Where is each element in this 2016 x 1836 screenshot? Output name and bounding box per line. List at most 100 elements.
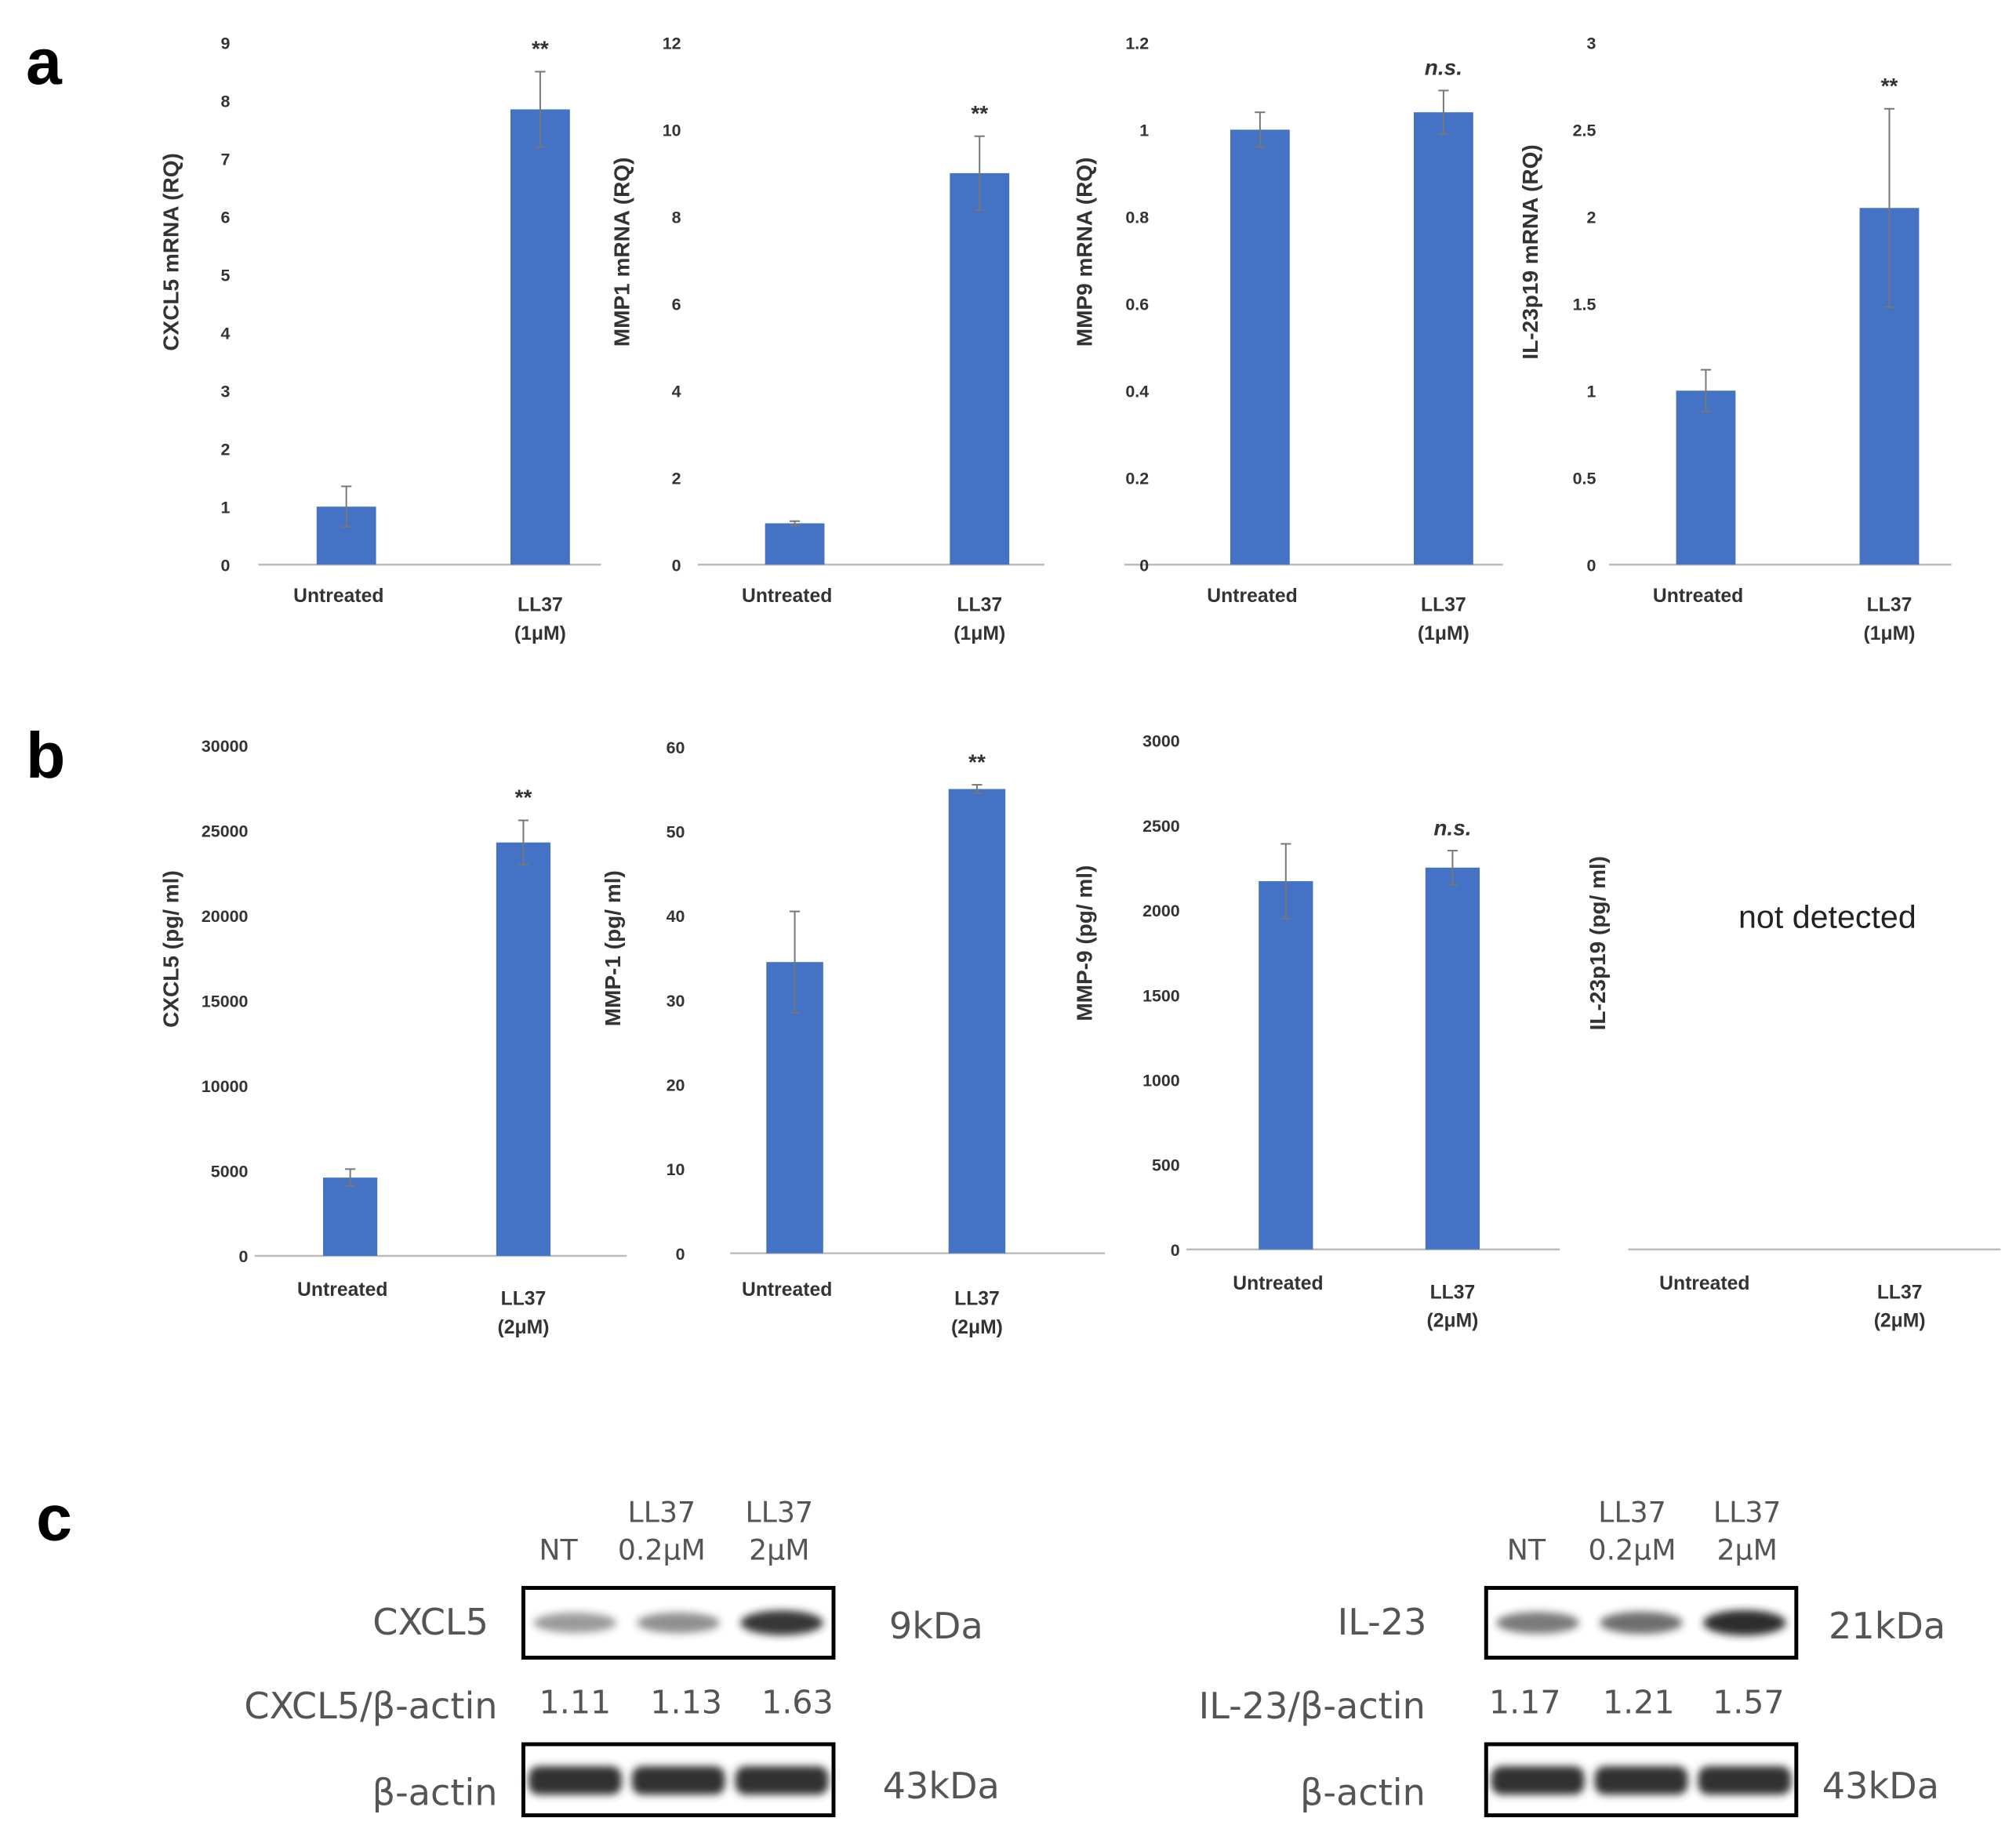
y-tick-label: 10000 xyxy=(202,1077,249,1096)
significance-label: ** xyxy=(1881,74,1898,98)
y-tick-label: 20 xyxy=(667,1076,685,1095)
control-band xyxy=(735,1765,829,1795)
significance-label: ** xyxy=(968,749,986,774)
target-label: CXCL5 xyxy=(372,1601,489,1643)
category-label: Untreated xyxy=(1653,586,1743,607)
category-label: LL37 (1μM) xyxy=(514,595,566,644)
ratio-value: 1.63 xyxy=(761,1683,834,1721)
category-label-line: (1μM) xyxy=(514,623,566,644)
bar xyxy=(765,523,825,565)
lane-label-line1: LL37 xyxy=(746,1495,814,1529)
category-label: LL37 (2μM) xyxy=(498,1289,550,1338)
category-label-line: LL37 xyxy=(1430,1282,1476,1303)
lane-label-line2: 2μM xyxy=(749,1533,809,1566)
target-kda: 21kDa xyxy=(1829,1605,1945,1647)
category-label-line: (2μM) xyxy=(951,1317,1003,1338)
y-axis-label: MMP1 mRNA (RQ) xyxy=(610,158,634,347)
ratio-label: IL-23/β-actin xyxy=(1199,1685,1426,1727)
bar xyxy=(1230,129,1290,565)
bar xyxy=(496,842,551,1256)
category-label: LL37 (2μM) xyxy=(951,1289,1003,1338)
ratio-value: 1.57 xyxy=(1713,1683,1785,1721)
y-tick-label: 1 xyxy=(1586,383,1596,401)
y-tick-label: 60 xyxy=(667,738,685,757)
lane-label-line2: NT xyxy=(1507,1533,1546,1566)
category-label: Untreated xyxy=(742,1279,832,1301)
panel-label-a: a xyxy=(26,26,63,98)
category-label-line: LL37 xyxy=(954,1289,1000,1310)
y-axis-label: IL-23p19 (pg/ ml) xyxy=(1586,856,1610,1030)
control-band xyxy=(1594,1765,1688,1795)
y-tick-label: 5 xyxy=(220,267,230,285)
category-label-line: LL37 xyxy=(1867,595,1912,616)
chart-a1: CXCL5 mRNA (RQ) 0 1 2 3 4 5 6 7 8 9 ** Untreated LL37… xyxy=(158,34,601,644)
chart-b1: CXCL5 (pg/ ml) 0 5000 10000 15000 20000 25000 3… xyxy=(158,737,627,1338)
y-tick-label: 2000 xyxy=(1142,902,1180,920)
category-label-line: Untreated xyxy=(1207,586,1297,607)
control-band xyxy=(1698,1765,1792,1795)
bar xyxy=(323,1177,378,1256)
category-label: Untreated xyxy=(297,1279,387,1301)
y-tick-label: 0.6 xyxy=(1125,296,1149,314)
y-tick-label: 0 xyxy=(220,556,230,575)
y-tick-label: 1.2 xyxy=(1125,34,1149,53)
y-axis-label: MMP-1 (pg/ ml) xyxy=(601,870,625,1026)
control-label: β-actin xyxy=(372,1771,498,1813)
bar xyxy=(1676,390,1736,565)
y-tick-label: 10 xyxy=(663,122,681,140)
y-tick-label: 15000 xyxy=(202,992,249,1011)
y-tick-label: 0 xyxy=(676,1245,685,1264)
category-label-line: Untreated xyxy=(293,586,383,607)
y-axis-label: MMP-9 (pg/ ml) xyxy=(1073,865,1097,1021)
y-tick-label: 12 xyxy=(663,34,681,53)
control-kda: 43kDa xyxy=(883,1765,1000,1807)
lane-label-line2: 0.2μM xyxy=(618,1533,706,1566)
category-label-line: Untreated xyxy=(742,586,832,607)
western-blots: NT LL37 0.2μM LL37 2μM 1.11 1.13 1.63 CXCL5 9kDa C… xyxy=(244,1495,1945,1818)
target-band xyxy=(637,1612,720,1634)
y-tick-label: 2.5 xyxy=(1573,122,1596,140)
target-band xyxy=(740,1610,823,1635)
category-label-line: Untreated xyxy=(297,1279,387,1301)
control-band xyxy=(529,1765,622,1795)
category-label: Untreated xyxy=(293,586,383,607)
y-tick-label: 0 xyxy=(1171,1241,1180,1260)
category-label-line: (2μM) xyxy=(498,1317,550,1338)
y-tick-label: 50 xyxy=(667,823,685,842)
y-tick-label: 8 xyxy=(672,209,681,227)
lane-label-line1: LL37 xyxy=(628,1495,696,1529)
significance-label: ** xyxy=(532,37,549,61)
chart-a2: MMP1 mRNA (RQ) 0 2 4 6 8 10 12 ** Untreated LL37 (1… xyxy=(610,34,1044,644)
category-label-line: (1μM) xyxy=(954,623,1005,644)
category-label: LL37 (2μM) xyxy=(1426,1282,1478,1331)
y-tick-label: 1 xyxy=(220,499,230,517)
y-tick-label: 5000 xyxy=(211,1163,249,1181)
y-tick-label: 2 xyxy=(1586,209,1596,227)
category-label-line: (2μM) xyxy=(1426,1311,1478,1332)
target-band xyxy=(533,1613,617,1633)
y-tick-label: 0.8 xyxy=(1125,209,1149,227)
y-axis-label: MMP9 mRNA (RQ) xyxy=(1073,158,1097,347)
chart-a4: IL-23p19 mRNA (RQ) 0 0.5 1 1.5 2 2.5 3 ** Untreat… xyxy=(1518,34,1952,644)
y-tick-label: 8 xyxy=(220,93,230,111)
chart-b2: MMP-1 (pg/ ml) 0 10 20 30 40 50 60 ** Untreated LL… xyxy=(601,738,1106,1338)
target-kda: 9kDa xyxy=(889,1605,983,1647)
ratio-value: 1.21 xyxy=(1603,1683,1675,1721)
ratio-label: CXCL5/β-actin xyxy=(244,1685,497,1727)
panel-label-b: b xyxy=(26,720,65,792)
category-label: LL37 (1μM) xyxy=(1864,595,1916,644)
category-label-line: LL37 xyxy=(1877,1282,1923,1303)
y-tick-label: 3000 xyxy=(1142,732,1180,751)
y-tick-label: 3 xyxy=(220,383,230,401)
lane-label-line1: LL37 xyxy=(1598,1495,1666,1529)
y-tick-label: 0.4 xyxy=(1125,383,1149,401)
y-tick-label: 4 xyxy=(672,383,681,401)
category-label-line: (1μM) xyxy=(1418,623,1469,644)
lane-label-line2: 2μM xyxy=(1716,1533,1777,1566)
category-label: Untreated xyxy=(1659,1273,1749,1294)
y-tick-label: 6 xyxy=(672,296,681,314)
chart-a3: MMP9 mRNA (RQ) 0 0.2 0.4 0.6 0.8 1 1.2 n.s. Untre… xyxy=(1073,34,1503,644)
y-tick-label: 7 xyxy=(220,151,230,169)
